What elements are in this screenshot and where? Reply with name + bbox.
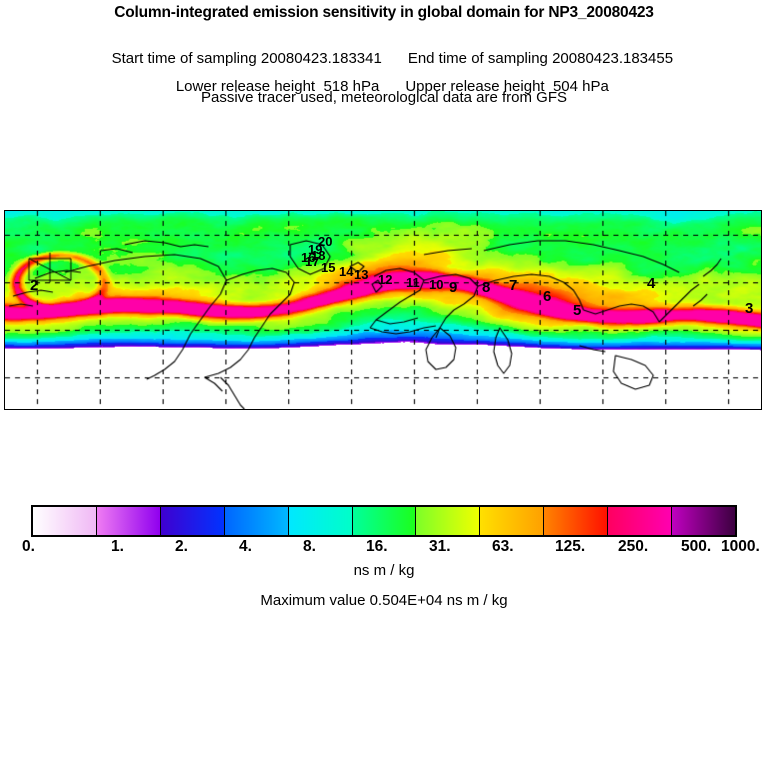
colorbar-unit-label: ns m / kg <box>353 562 415 579</box>
colorbar-segment <box>96 507 161 535</box>
end-time-value: 20080423.183455 <box>552 50 674 67</box>
map-plot-area: 2 20 19 18 17 16 15 14 13 12 11 10 9 8 7 6 5 4 3 <box>4 210 762 410</box>
emission-sensitivity-field <box>5 211 761 409</box>
release-height-line: Lower release height 518 hPa Upper releas… <box>0 61 768 112</box>
colorbar-segment <box>608 507 673 535</box>
page-title: Column-integrated emission sensitivity i… <box>114 4 654 21</box>
tracer-note: Passive tracer used, meteorological data… <box>201 89 567 106</box>
start-time-value: 20080423.183341 <box>260 50 382 67</box>
colorbar-tick: 8. <box>303 538 316 555</box>
colorbar-segment <box>288 507 353 535</box>
colorbar-tick: 1000. <box>721 538 760 555</box>
sampling-time-line: Start time of sampling 20080423.183341 En… <box>0 33 768 84</box>
colorbar-segment <box>672 507 735 535</box>
colorbar-gradient <box>31 505 737 537</box>
colorbar-segment <box>33 507 97 535</box>
colorbar-segment <box>544 507 609 535</box>
colorbar-tick: 0. <box>22 538 35 555</box>
colorbar-segment <box>480 507 545 535</box>
colorbar-tick: 1. <box>111 538 124 555</box>
colorbar-tick: 63. <box>492 538 514 555</box>
start-time-label: Start time of sampling <box>111 50 257 67</box>
colorbar-tick: 16. <box>366 538 388 555</box>
colorbar-tick-labels: 0. 1. 2. 4. 8. 16. 31. 63. 125. 250. 500. 1000. <box>0 538 768 560</box>
colorbar-tick: 31. <box>429 538 451 555</box>
lower-release-value: 518 hPa <box>323 78 380 95</box>
colorbar-tick: 2. <box>175 538 188 555</box>
colorbar <box>0 505 768 539</box>
lower-release-label: Lower release height <box>175 78 316 95</box>
colorbar-tick: 4. <box>239 538 252 555</box>
colorbar-tick: 500. <box>681 538 712 555</box>
end-time-label: End time of sampling <box>407 50 548 67</box>
colorbar-segment <box>352 507 417 535</box>
upper-release-value: 504 hPa <box>552 78 609 95</box>
colorbar-segment <box>416 507 481 535</box>
colorbar-segment <box>224 507 289 535</box>
upper-release-label: Upper release height <box>405 78 545 95</box>
colorbar-tick: 125. <box>555 538 586 555</box>
colorbar-tick: 250. <box>618 538 649 555</box>
colorbar-segment <box>160 507 225 535</box>
maximum-value-text: Maximum value 0.504E+04 ns m / kg <box>260 592 508 609</box>
